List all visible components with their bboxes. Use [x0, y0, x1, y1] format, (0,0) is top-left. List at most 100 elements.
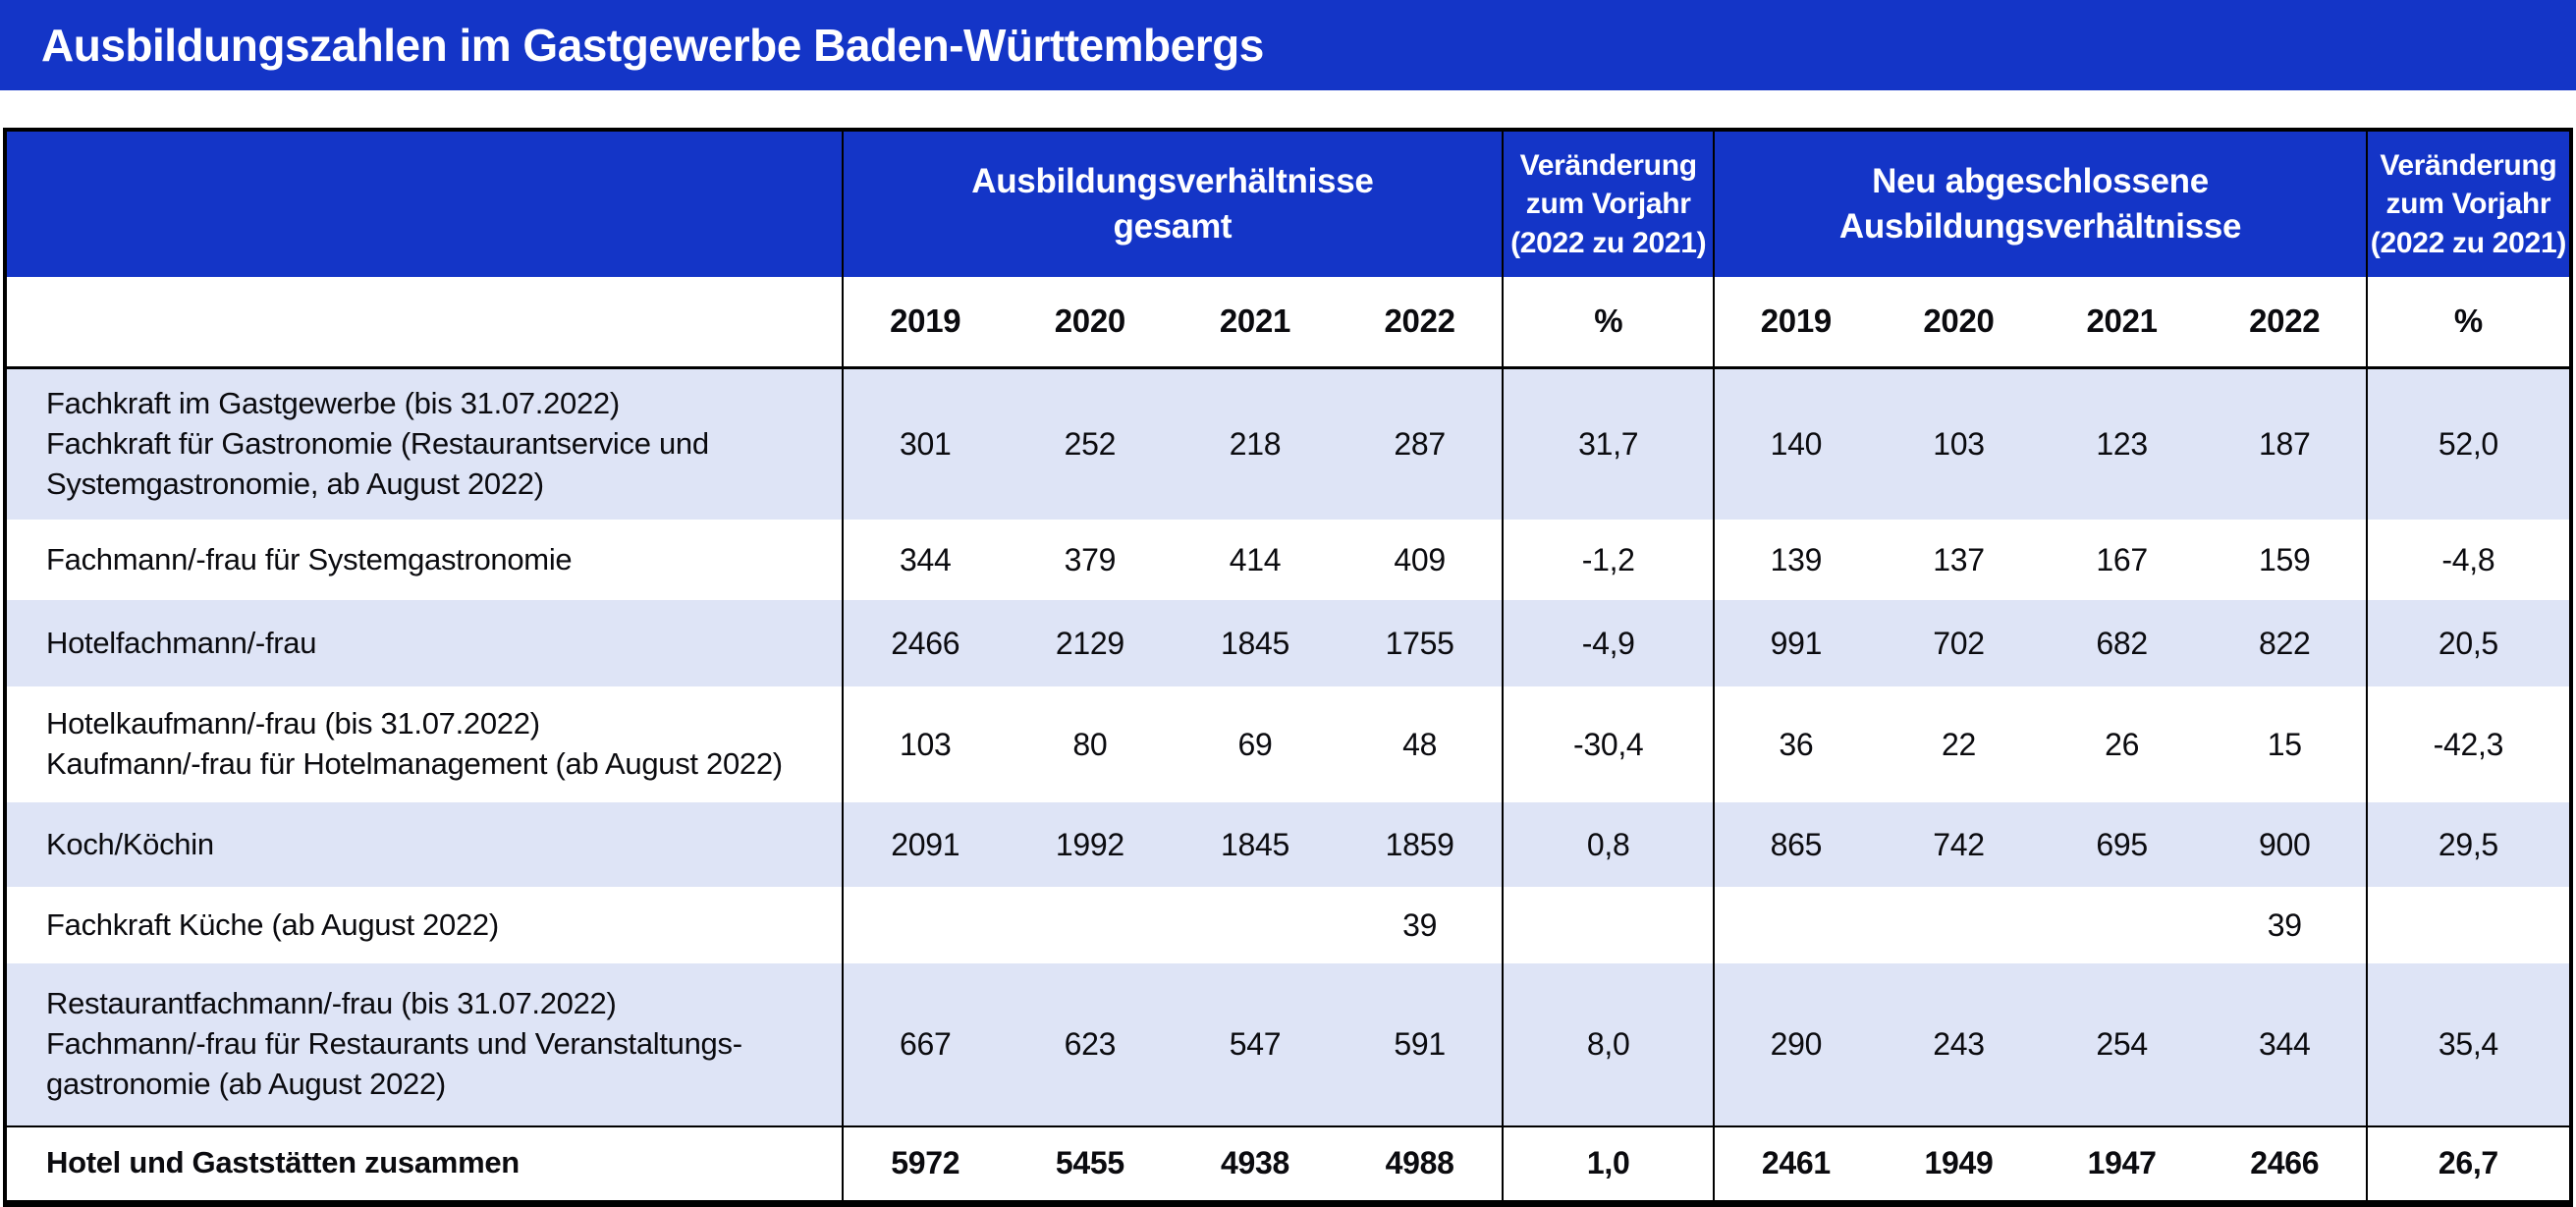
value-cell: 254	[2040, 963, 2204, 1126]
value-cell	[1173, 887, 1338, 963]
row-label: Restaurantfachmann/-frau (bis 31.07.2022…	[5, 963, 844, 1126]
group-header-empty	[5, 130, 844, 277]
value-cell	[1714, 887, 1877, 963]
page-title: Ausbildungszahlen im Gastgewerbe Baden-W…	[41, 20, 1264, 71]
year-header-2021: 2021	[2040, 277, 2204, 369]
change-cell: 35,4	[2366, 963, 2571, 1126]
value-cell: 36	[1779, 726, 1814, 762]
year-header-2021: 2021	[1172, 277, 1339, 369]
value-cell: 1859	[1338, 802, 1505, 887]
row-label: Fachkraft im Gastgewerbe (bis 31.07.2022…	[5, 367, 844, 520]
value-cell: 2091	[842, 802, 1008, 887]
title-bar: Ausbildungszahlen im Gastgewerbe Baden-W…	[0, 0, 2576, 90]
table-row: Hotelkaufmann/-frau (bis 31.07.2022) Kau…	[5, 686, 2571, 802]
value-cell: 39	[1338, 887, 1505, 963]
value-cell: 414	[1229, 541, 1282, 577]
value-cell: 1845	[1172, 802, 1339, 887]
table-row: Fachkraft im Gastgewerbe (bis 31.07.2022…	[5, 367, 2571, 520]
value-cell: 900	[2203, 802, 2368, 887]
total-row: Hotel und Gaststätten zusammen 5972 5455…	[5, 1125, 2571, 1203]
total-change-cell: 26,7	[2366, 1125, 2571, 1203]
change-cell: -4,9	[1503, 600, 1716, 686]
value-cell: 2129	[1007, 600, 1173, 686]
value-cell: 140	[1714, 367, 1878, 520]
change-cell: -30,4	[1503, 686, 1716, 802]
change-cell: 0,8	[1503, 802, 1716, 887]
group-header-row: Ausbildungsverhältnisse gesamt Veränderu…	[5, 130, 2571, 277]
value-cell: 39	[2203, 887, 2368, 963]
value-cell: 991	[1714, 600, 1878, 686]
value-cell: 409	[1338, 520, 1505, 600]
year-header-2019: 2019	[1714, 277, 1878, 369]
value-cell: 69	[1237, 726, 1273, 762]
row-label: Fachmann/-frau für Systemgastronomie	[5, 520, 844, 600]
change-cell: 20,5	[2366, 600, 2571, 686]
row-label: Hotelfachmann/-frau	[5, 600, 844, 686]
total-value-cell: 5972	[842, 1125, 1008, 1203]
year-header-2022: 2022	[2203, 277, 2368, 369]
value-cell	[2041, 887, 2204, 963]
value-cell: 218	[1172, 367, 1339, 520]
value-cell: 822	[2203, 600, 2368, 686]
table-row: Restaurantfachmann/-frau (bis 31.07.2022…	[5, 963, 2571, 1126]
value-cell: 80	[1072, 726, 1108, 762]
value-cell	[1008, 887, 1173, 963]
change-cell: 29,5	[2366, 802, 2571, 887]
total-change-cell: 1,0	[1503, 1125, 1716, 1203]
value-cell: 1755	[1338, 600, 1505, 686]
value-cell: 15	[2203, 686, 2368, 802]
change-cell	[1503, 887, 1716, 963]
value-cell: 667	[842, 963, 1008, 1126]
row-label: Koch/Köchin	[5, 802, 844, 887]
value-cell: 187	[2203, 367, 2368, 520]
group-header-change-1: Veränderung zum Vorjahr (2022 zu 2021)	[1503, 130, 1716, 277]
group-header-gesamt: Ausbildungsverhältnisse gesamt	[842, 130, 1505, 277]
value-cell: 48	[1338, 686, 1505, 802]
value-cell: 26	[2105, 726, 2140, 762]
change-cell: 52,0	[2366, 367, 2571, 520]
value-cell: 344	[2203, 963, 2368, 1126]
year-header-2022: 2022	[1338, 277, 1505, 369]
total-value-cell: 2461	[1714, 1125, 1878, 1203]
table-row: Fachmann/-frau für Systemgastronomie 344…	[5, 520, 2571, 600]
value-cell: 137	[1933, 541, 1985, 577]
value-cell: 1992	[1007, 802, 1173, 887]
value-cell: 379	[1064, 541, 1117, 577]
total-value-cell: 4938	[1172, 1125, 1339, 1203]
value-cell	[1877, 887, 2040, 963]
group-header-change-2: Veränderung zum Vorjahr (2022 zu 2021)	[2366, 130, 2571, 277]
total-value-cell: 4988	[1338, 1125, 1505, 1203]
value-cell: 167	[2096, 541, 2148, 577]
value-cell: 252	[1007, 367, 1173, 520]
value-cell: 159	[2203, 520, 2368, 600]
value-cell	[843, 887, 1008, 963]
change-cell: 31,7	[1503, 367, 1716, 520]
change-cell: 8,0	[1503, 963, 1716, 1126]
total-value-cell: 1947	[2040, 1125, 2204, 1203]
value-cell: 290	[1714, 963, 1878, 1126]
row-label: Hotelkaufmann/-frau (bis 31.07.2022) Kau…	[5, 686, 844, 802]
table-row: Hotelfachmann/-frau 2466 2129 1845 1755 …	[5, 600, 2571, 686]
value-cell: 1845	[1172, 600, 1339, 686]
value-cell: 301	[842, 367, 1008, 520]
value-cell: 695	[2040, 802, 2204, 887]
year-header-2019: 2019	[842, 277, 1008, 369]
value-cell: 742	[1877, 802, 2041, 887]
change-cell: -4,8	[2441, 541, 2495, 577]
value-cell: 123	[2040, 367, 2204, 520]
percent-header-2: %	[2366, 277, 2571, 369]
total-value-cell: 5455	[1007, 1125, 1173, 1203]
value-cell: 22	[1941, 726, 1976, 762]
year-header-empty	[5, 277, 844, 369]
total-value-cell: 2466	[2203, 1125, 2368, 1203]
group-header-neu: Neu abgeschlossene Ausbildungsverhältnis…	[1714, 130, 2368, 277]
change-cell: -1,2	[1503, 520, 1716, 600]
value-cell: 702	[1877, 600, 2041, 686]
value-cell: 344	[899, 541, 952, 577]
percent-header-1: %	[1503, 277, 1716, 369]
training-statistics-table: Ausbildungsverhältnisse gesamt Veränderu…	[3, 128, 2573, 1207]
value-cell: 591	[1338, 963, 1505, 1126]
value-cell: 2466	[842, 600, 1008, 686]
table-row: Koch/Köchin 2091 1992 1845 1859 0,8 865 …	[5, 802, 2571, 887]
